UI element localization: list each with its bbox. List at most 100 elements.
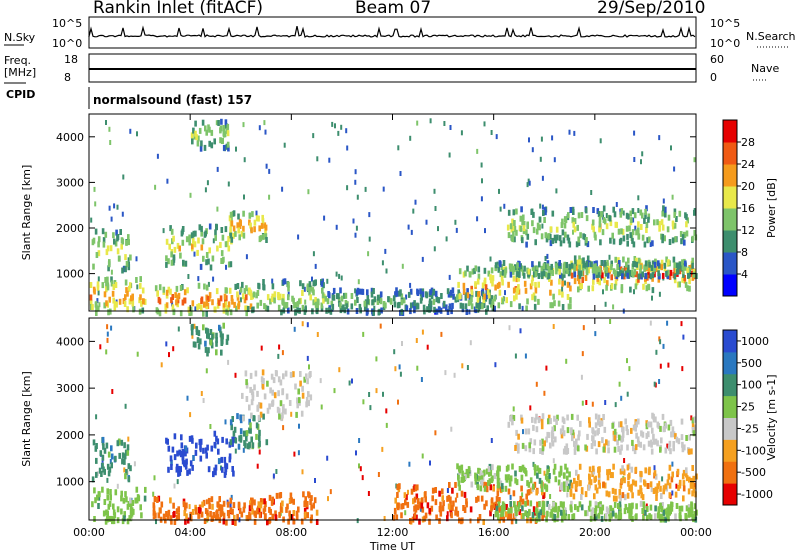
- data-cell: [618, 434, 621, 441]
- noise-cell: [206, 180, 209, 186]
- data-cell: [674, 491, 678, 498]
- noise-cell: [333, 388, 336, 394]
- data-cell: [206, 328, 210, 335]
- data-cell: [181, 299, 185, 306]
- data-cell: [577, 474, 580, 481]
- data-cell: [647, 268, 651, 275]
- data-cell: [635, 261, 639, 268]
- data-cell: [240, 230, 244, 237]
- data-cell: [225, 287, 228, 294]
- data-cell: [370, 287, 374, 294]
- data-cell: [121, 458, 124, 465]
- data-cell: [614, 221, 618, 228]
- noise-cell: [312, 251, 315, 257]
- data-cell: [288, 514, 292, 521]
- data-cell: [460, 490, 464, 497]
- data-cell: [254, 370, 258, 377]
- data-cell: [238, 507, 242, 514]
- data-cell: [577, 286, 580, 293]
- data-cell: [686, 267, 689, 274]
- data-cell: [322, 297, 325, 304]
- data-cell: [102, 466, 105, 473]
- noise-cell: [258, 449, 261, 455]
- data-cell: [271, 389, 274, 396]
- data-cell: [643, 480, 647, 487]
- data-cell: [561, 229, 565, 236]
- data-cell: [681, 264, 685, 271]
- data-cell: [578, 463, 582, 470]
- data-cell: [170, 297, 173, 304]
- data-cell: [645, 432, 649, 439]
- data-cell: [649, 514, 653, 521]
- data-cell: [110, 453, 114, 460]
- data-cell: [652, 488, 656, 494]
- data-cell: [599, 508, 603, 514]
- data-cell: [168, 243, 171, 250]
- data-cell: [438, 506, 442, 512]
- data-cell: [558, 471, 561, 478]
- data-cell: [496, 511, 499, 517]
- data-cell: [224, 466, 228, 473]
- data-cell: [129, 508, 133, 515]
- data-cell: [424, 491, 427, 498]
- data-cell: [652, 268, 655, 274]
- data-cell: [365, 309, 369, 316]
- noise-cell: [512, 406, 515, 412]
- data-cell: [651, 240, 654, 247]
- data-cell: [671, 426, 675, 433]
- data-cell: [274, 510, 277, 517]
- noise-cell: [614, 402, 617, 408]
- data-cell: [451, 287, 455, 294]
- data-cell: [165, 302, 169, 309]
- data-cell: [207, 347, 210, 354]
- data-cell: [165, 289, 169, 296]
- data-cell: [271, 513, 274, 520]
- data-cell: [533, 464, 537, 471]
- data-cell: [616, 439, 619, 446]
- data-cell: [552, 293, 555, 300]
- data-cell: [237, 227, 240, 234]
- data-cell: [652, 438, 656, 445]
- data-cell: [450, 512, 453, 519]
- x-axis-label: Time UT: [369, 540, 415, 553]
- data-cell: [466, 288, 469, 295]
- data-cell: [405, 305, 409, 312]
- data-cell: [550, 509, 553, 516]
- data-cell: [232, 430, 236, 437]
- data-cell: [497, 266, 501, 273]
- data-cell: [686, 285, 689, 292]
- freq-tick-top: 18: [64, 53, 78, 66]
- data-cell: [617, 261, 621, 267]
- data-cell: [256, 302, 259, 309]
- data-cell: [293, 302, 296, 309]
- data-cell: [491, 280, 494, 287]
- data-cell: [596, 275, 599, 282]
- noise-cell: [205, 368, 208, 374]
- data-cell: [413, 300, 416, 307]
- data-cell: [395, 514, 399, 521]
- data-cell: [659, 425, 662, 432]
- data-cell: [493, 295, 496, 302]
- data-cell: [477, 266, 481, 273]
- data-cell: [456, 294, 459, 301]
- data-cell: [573, 255, 577, 262]
- data-cell: [690, 501, 693, 508]
- data-cell: [192, 238, 195, 245]
- data-cell: [206, 444, 209, 451]
- data-cell: [691, 427, 695, 433]
- data-cell: [496, 477, 500, 484]
- data-cell: [245, 285, 248, 292]
- data-cell: [531, 416, 534, 423]
- data-cell: [605, 267, 609, 273]
- noise-cell: [540, 136, 543, 142]
- data-cell: [627, 257, 630, 264]
- data-cell: [314, 297, 317, 303]
- data-cell: [663, 235, 666, 242]
- data-cell: [509, 513, 513, 520]
- data-cell: [575, 480, 579, 487]
- data-cell: [535, 489, 538, 496]
- data-cell: [577, 269, 581, 276]
- data-cell: [613, 283, 617, 290]
- data-cell: [464, 270, 467, 277]
